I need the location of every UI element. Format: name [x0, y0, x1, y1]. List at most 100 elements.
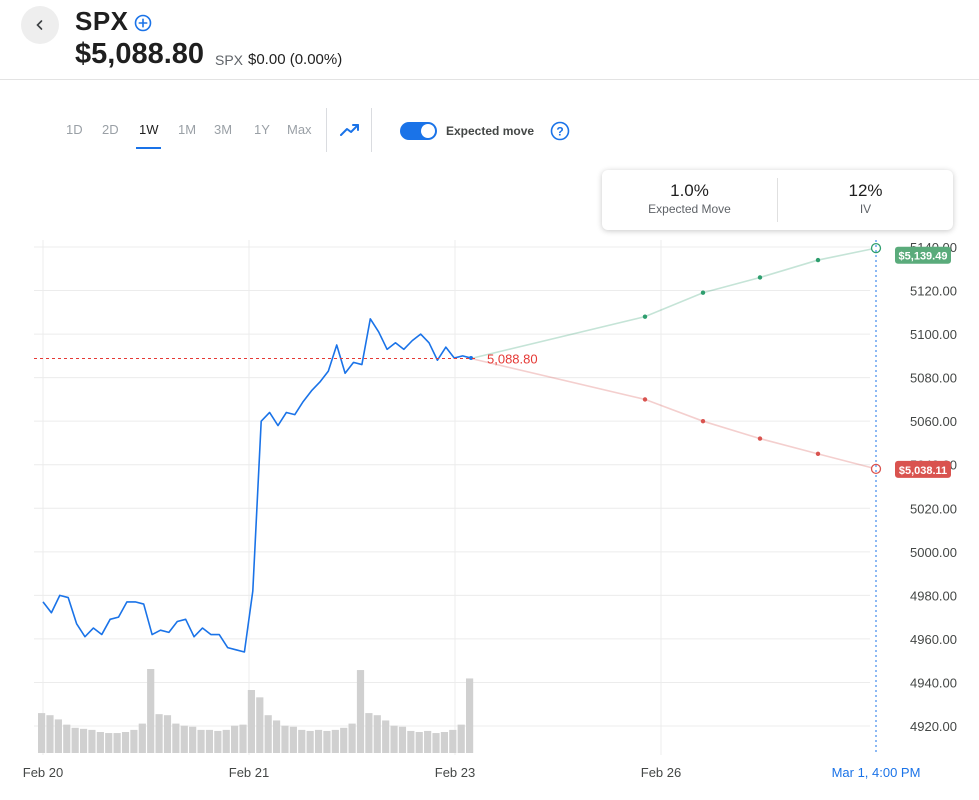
upper-band-end-marker	[870, 242, 882, 254]
volume-bar	[147, 669, 155, 753]
expected-move-value: 1.0%	[670, 181, 709, 200]
volume-bar	[113, 733, 121, 753]
y-axis: 5140.005120.005100.005080.005060.005040.…	[910, 240, 957, 734]
ticker-title: SPX	[75, 6, 129, 36]
volume-bar	[398, 726, 407, 753]
volume-bar	[440, 732, 449, 753]
toggle-knob	[421, 124, 435, 138]
x-tick-label-active: Mar 1, 4:00 PM	[832, 765, 921, 780]
add-to-watchlist-icon[interactable]	[134, 14, 152, 32]
y-tick-label: 4920.00	[910, 719, 957, 734]
volume-bar	[105, 733, 113, 753]
volume-bar	[222, 729, 230, 753]
lower-band-point	[757, 436, 763, 441]
chart-overlays: 5,088.80 $5,139.49 $5,038.11	[34, 240, 951, 755]
y-tick-label: 5000.00	[910, 545, 957, 560]
range-tab-3m[interactable]: 3M	[214, 122, 233, 137]
volume-bar	[314, 729, 323, 753]
volume-bar	[214, 730, 222, 753]
svg-text:?: ?	[556, 125, 563, 139]
volume-bar	[289, 726, 297, 753]
volume-bar	[264, 715, 272, 753]
card-divider	[777, 178, 778, 222]
volume-bar	[231, 725, 239, 753]
price-change: $0.00 (0.00%)	[248, 51, 343, 68]
volume-bar	[272, 720, 281, 753]
volume-bar	[323, 730, 331, 753]
volume-bar	[281, 725, 289, 753]
volume-bar	[96, 732, 104, 753]
price-line	[42, 318, 472, 653]
volume-bar	[239, 724, 247, 753]
y-tick-label: 5120.00	[910, 284, 957, 299]
volume-bar	[54, 719, 62, 753]
y-tick-label: 5020.00	[910, 501, 957, 516]
volume-bar	[256, 697, 264, 753]
expected-move-toggle[interactable]	[400, 122, 437, 140]
active-range-indicator	[136, 147, 161, 149]
volume-bar	[382, 720, 390, 753]
chart-gridlines	[34, 240, 870, 755]
volume-bar	[46, 715, 54, 753]
lower-band-line	[470, 357, 877, 470]
volume-bar	[373, 715, 381, 753]
volume-bar	[365, 713, 373, 753]
expected-move-caption: Expected Move	[648, 202, 731, 216]
volume-bar	[163, 715, 172, 753]
upper-band-point	[815, 257, 821, 263]
volume-bar	[424, 730, 432, 753]
volume-bar	[247, 690, 255, 753]
last-price-point	[469, 356, 473, 361]
x-axis: Feb 20 Feb 21 Feb 23 Feb 26 Mar 1, 4:00 PM	[23, 765, 921, 780]
x-tick-label: Feb 21	[229, 765, 269, 780]
volume-bar	[432, 733, 440, 753]
y-tick-label: 5060.00	[910, 414, 957, 429]
y-tick-label: 4960.00	[910, 632, 957, 647]
volume-bar	[348, 723, 356, 753]
volume-bar	[63, 724, 71, 753]
upper-band-point	[700, 290, 706, 295]
volume-bar	[466, 678, 474, 753]
chevron-left-icon	[36, 20, 43, 30]
lower-price-badge	[895, 460, 951, 478]
volume-bar	[121, 732, 130, 753]
volume-bar	[356, 670, 365, 753]
volume-bar	[449, 729, 457, 753]
range-tab-2d[interactable]: 2D	[102, 122, 119, 137]
expected-move-stat: 1.0% Expected Move	[602, 170, 777, 230]
lower-price-badge-text: $5,038.11	[899, 465, 947, 477]
upper-band-line	[470, 247, 877, 360]
range-tab-max[interactable]: Max	[287, 122, 312, 137]
volume-bar	[407, 730, 415, 753]
upper-band-point	[757, 275, 763, 280]
y-tick-label: 5080.00	[910, 371, 957, 386]
lower-band-end-marker	[870, 463, 882, 474]
trending-up-icon[interactable]	[339, 121, 361, 139]
back-button[interactable]	[21, 6, 59, 44]
y-tick-label: 4980.00	[910, 588, 957, 603]
toolbar-divider	[371, 108, 372, 152]
upper-price-badge-text: $5,139.49	[899, 251, 948, 263]
range-tab-1m[interactable]: 1M	[178, 122, 197, 137]
range-tab-1d[interactable]: 1D	[66, 122, 83, 137]
price-line-group	[42, 318, 473, 653]
sub-ticker: SPX	[215, 52, 244, 68]
expected-move-label: Expected move	[446, 124, 535, 138]
x-tick-label: Feb 23	[435, 765, 475, 780]
reference-label: 5,088.80	[487, 351, 538, 366]
x-tick-label: Feb 20	[23, 765, 63, 780]
volume-bar	[306, 730, 314, 753]
y-tick-label: 4940.00	[910, 675, 957, 690]
volume-bar	[189, 726, 197, 753]
iv-stat: 12% IV	[778, 170, 953, 230]
lower-band-point	[642, 397, 648, 402]
volume-bar	[340, 727, 348, 753]
range-tab-1w[interactable]: 1W	[139, 122, 159, 137]
range-tab-1y[interactable]: 1Y	[254, 122, 270, 137]
volume-bar	[390, 725, 398, 753]
expected-move-bands	[470, 242, 882, 474]
quote-header: SPX $5,088.80 SPX $0.00 (0.00%)	[0, 0, 979, 80]
help-icon[interactable]: ?	[550, 121, 570, 141]
volume-bar	[71, 727, 79, 753]
